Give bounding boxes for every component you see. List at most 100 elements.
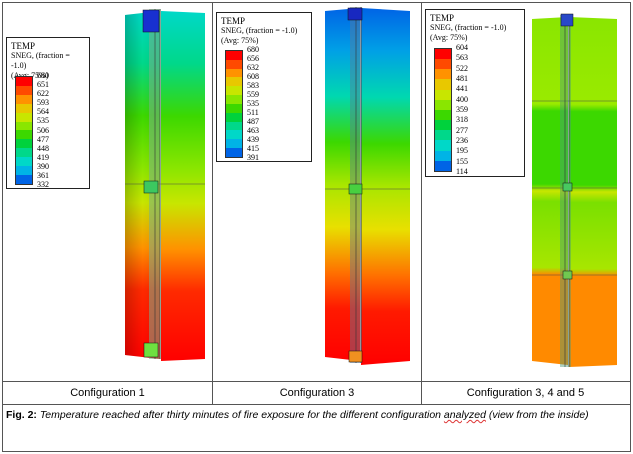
legend-value: 563 — [456, 53, 468, 63]
color-scale-segment — [435, 150, 451, 161]
color-scale-segment — [226, 68, 242, 78]
legend-value: 277 — [456, 125, 468, 135]
legend-value: 236 — [456, 136, 468, 145]
color-scale-bar — [225, 50, 243, 158]
legend-value: 487 — [247, 117, 259, 126]
legend-value: 332 — [37, 180, 49, 189]
middle-bracket — [562, 182, 573, 192]
color-scale-segment — [435, 160, 451, 171]
legend-average: (Avg: 75%) — [430, 33, 468, 42]
legend-value: 477 — [37, 134, 49, 144]
legend-value: 506 — [37, 125, 49, 135]
legend-title: TEMP — [11, 41, 36, 51]
color-scale-segment — [226, 103, 242, 113]
top-bracket — [560, 13, 574, 27]
legend-subtitle: SNEG, (fraction = -1.0) — [430, 23, 507, 32]
legend-value: 400 — [456, 94, 468, 104]
legend-value: 593 — [37, 98, 49, 108]
color-scale-segment — [226, 77, 242, 87]
left-panel-plate — [532, 17, 568, 365]
figure-caption-divider — [2, 404, 631, 405]
color-scale-segment — [435, 140, 451, 151]
color-scale-segment — [435, 120, 451, 131]
color-scale-segment — [16, 157, 32, 167]
color-scale-segment — [16, 103, 32, 113]
legend-subtitle: SNEG, (fraction = -1.0) — [221, 26, 298, 35]
panel-divider — [421, 2, 422, 404]
legend-value: 511 — [247, 108, 259, 117]
legend-value: 155 — [456, 156, 468, 166]
color-scale-segment — [16, 94, 32, 104]
color-scale-segment — [226, 130, 242, 140]
figure-caption-text: Temperature reached after thirty minutes… — [39, 409, 444, 421]
color-scale-segment — [16, 139, 32, 149]
figure-label: Fig. 2: — [6, 409, 37, 421]
color-scale-segment — [16, 85, 32, 95]
left-panel-plate — [325, 8, 360, 361]
top-bracket — [347, 7, 363, 21]
figure-caption-misspelled-word: analyzed — [443, 409, 486, 421]
caption-row-divider — [2, 381, 631, 382]
caption-configuration-3: Configuration 3 — [279, 387, 355, 399]
color-scale-segment — [16, 130, 32, 140]
legend-value: 522 — [456, 63, 468, 73]
legend-value: 535 — [247, 99, 259, 108]
legend-value: 441 — [456, 84, 468, 94]
legend-value: 439 — [247, 135, 259, 144]
legend-value: 680 — [247, 45, 259, 54]
fe-model-configuration-1 — [125, 9, 205, 361]
legend-value: 535 — [37, 116, 49, 126]
fe-model-configuration-3-4-5 — [532, 13, 617, 367]
panel-configuration-1: TEMP SNEG, (fraction = -1.0) (Avg: 75%) … — [3, 3, 212, 381]
caption-configuration-3-4-5: Configuration 3, 4 and 5 — [466, 387, 585, 399]
temperature-legend: TEMP SNEG, (fraction = -1.0) (Avg: 75%) … — [6, 37, 90, 189]
legend-value: 359 — [456, 105, 468, 114]
legend-value: 656 — [247, 54, 259, 63]
caption-configuration-1: Configuration 1 — [70, 387, 145, 399]
legend-average: (Avg: 75%) — [221, 36, 259, 45]
bottom-bracket — [348, 350, 363, 363]
color-scale-segment — [16, 121, 32, 131]
legend-value: 463 — [247, 126, 259, 135]
color-scale-segment — [16, 77, 32, 86]
legend-value: 114 — [456, 167, 468, 176]
color-scale-segment — [226, 95, 242, 104]
panel-configuration-3: TEMP SNEG, (fraction = -1.0) (Avg: 75%) … — [213, 3, 421, 381]
legend-value: 564 — [37, 107, 49, 117]
lower-bracket — [562, 270, 573, 280]
legend-value: 391 — [247, 153, 259, 162]
color-scale-segment — [16, 174, 32, 184]
color-scale-segment — [226, 86, 242, 96]
color-scale-segment — [435, 59, 451, 70]
color-scale-segment — [16, 148, 32, 158]
color-scale-segment — [435, 79, 451, 90]
right-panel-plate — [569, 17, 617, 367]
temperature-legend: TEMP SNEG, (fraction = -1.0) (Avg: 75%) … — [425, 9, 525, 177]
legend-subtitle: SNEG, (fraction = -1.0) — [11, 51, 70, 70]
legend-value: 604 — [456, 43, 468, 52]
right-panel-plate — [161, 11, 205, 361]
right-panel-plate — [361, 8, 410, 365]
legend-average: (Avg: 75%) — [11, 71, 49, 80]
figure-caption: Fig. 2: Temperature reached after thirty… — [6, 408, 626, 423]
middle-bracket — [143, 180, 159, 194]
color-scale-segment — [435, 99, 451, 110]
color-scale-segment — [226, 148, 242, 157]
panel-configuration-3-4-5: TEMP SNEG, (fraction = -1.0) (Avg: 75%) … — [422, 3, 629, 381]
fe-model-configuration-3 — [325, 7, 410, 365]
color-scale-segment — [435, 109, 451, 121]
color-scale-segment — [226, 112, 242, 122]
legend-value: 651 — [37, 80, 49, 90]
color-scale-segment — [226, 121, 242, 131]
legend-title: TEMP — [430, 13, 455, 23]
legend-value: 448 — [37, 143, 49, 153]
legend-value: 632 — [247, 63, 259, 72]
panel-divider — [212, 2, 213, 404]
color-scale-segment — [226, 59, 242, 69]
legend-value: 195 — [456, 146, 468, 156]
legend-value: 608 — [247, 72, 259, 81]
top-bracket — [142, 9, 160, 33]
legend-value: 622 — [37, 89, 49, 99]
middle-bracket — [348, 183, 363, 195]
color-scale-bar — [434, 48, 452, 172]
